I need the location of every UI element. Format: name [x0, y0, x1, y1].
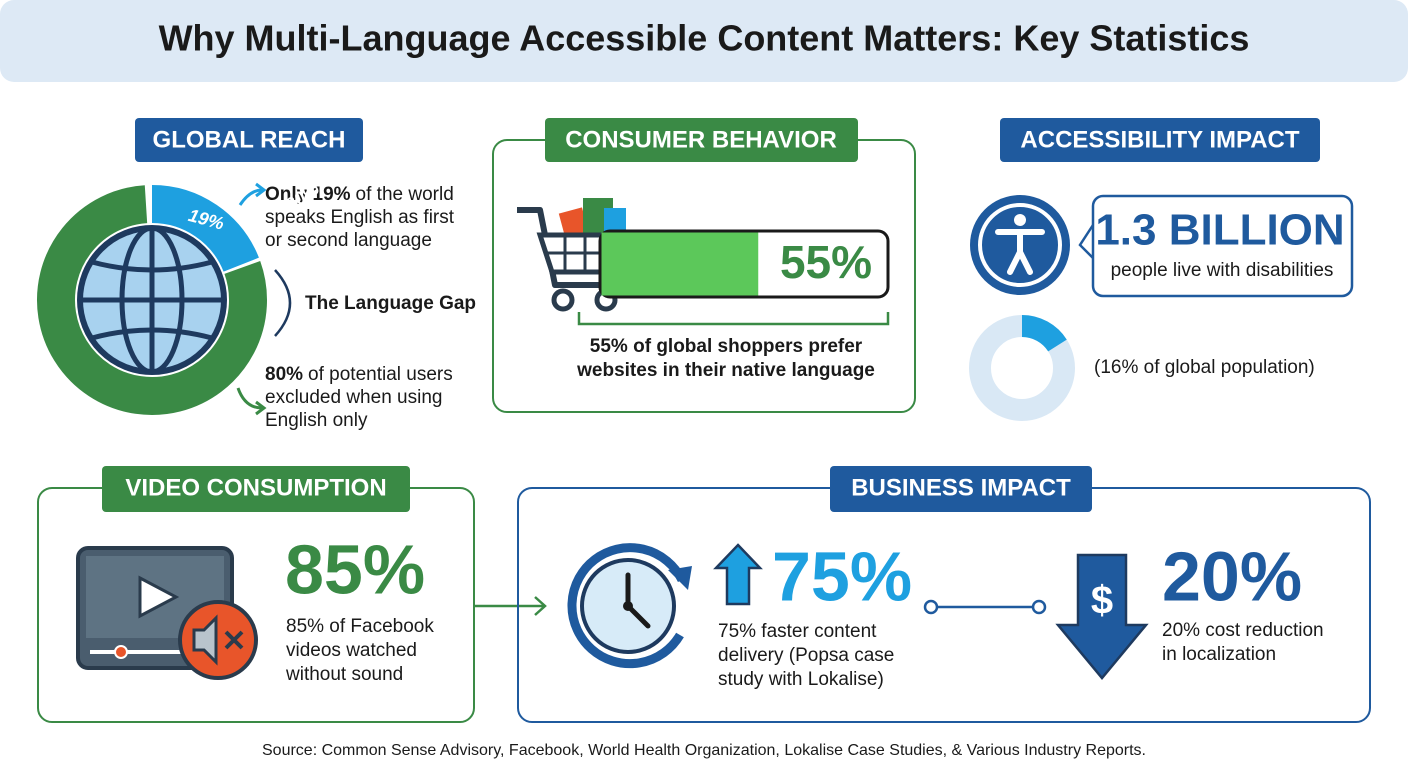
english-line: speaks English as first [265, 207, 455, 228]
ring-segment [151, 185, 259, 273]
excluded-line: excluded when using [265, 387, 442, 408]
accessibility-icon [970, 195, 1070, 295]
heading-pill [102, 466, 410, 512]
heading: VIDEO CONSUMPTION [125, 474, 386, 501]
heading: ACCESSIBILITY IMPACT [1020, 126, 1299, 153]
clock-icon [567, 543, 692, 669]
text: of potential users [308, 364, 453, 385]
text: of the world [356, 184, 454, 205]
gap-arrow [274, 269, 292, 337]
video-icon [76, 546, 258, 680]
video-stat: 85% [285, 530, 425, 608]
callout-tail [1078, 224, 1095, 259]
english-bold: Only 19% [265, 184, 351, 205]
progress-fill [601, 232, 759, 296]
caption: delivery (Popsa case [718, 645, 894, 666]
population-share-label: (16% of global population) [1094, 357, 1315, 378]
source: Source: Common Sense Advisory, Facebook,… [262, 742, 1146, 759]
caption: study with Lokalise) [718, 669, 884, 690]
excluded-line: English only [265, 410, 368, 431]
cost-stat: 20% [1162, 537, 1302, 615]
heading-pill [135, 118, 363, 162]
caption: 20% cost reduction [1162, 620, 1324, 641]
ring-segment [37, 185, 267, 415]
down-arrow [1055, 553, 1149, 680]
heading-pill [830, 466, 1092, 512]
heading-pill [545, 118, 858, 162]
english-line: or second language [265, 230, 432, 251]
arrow [238, 188, 263, 206]
title: Why Multi-Language Accessible Content Ma… [159, 18, 1250, 59]
arrow [236, 387, 263, 410]
caption: websites in their native language [576, 360, 875, 381]
dollar-icon: $ [1091, 579, 1113, 623]
caption: videos watched [286, 640, 417, 661]
caption: 85% of Facebook [286, 616, 434, 637]
callout [1091, 194, 1354, 298]
bracket [577, 312, 890, 326]
caption: without sound [285, 664, 403, 685]
heading: CONSUMER BEHAVIOR [565, 126, 837, 153]
caption: in localization [1162, 644, 1276, 665]
arrow-head [255, 182, 267, 198]
headline: 1.3 BILLION [1095, 206, 1344, 255]
heading: BUSINESS IMPACT [851, 474, 1071, 501]
delivery-stat: 75% [772, 537, 912, 615]
english-line: Only 19% of the world [265, 184, 454, 205]
heading: GLOBAL REACH [153, 126, 346, 153]
heading-pill [1000, 118, 1320, 162]
connector-arrow [474, 596, 547, 616]
preference-label: 55% [780, 236, 872, 288]
connector [923, 599, 1047, 615]
arrow-head [255, 400, 267, 416]
excluded-line: 80% of potential users [265, 364, 453, 385]
up-arrow [713, 543, 763, 606]
donut-segment [1021, 315, 1067, 352]
caption: 55% of global shoppers prefer [590, 336, 863, 357]
gap-label: The Language Gap [305, 293, 476, 314]
globe-icon [77, 225, 227, 375]
title-banner [0, 0, 1408, 82]
excluded-bold: 80% [265, 364, 303, 385]
caption: 75% faster content [718, 621, 877, 642]
subline: people live with disabilities [1111, 260, 1334, 281]
